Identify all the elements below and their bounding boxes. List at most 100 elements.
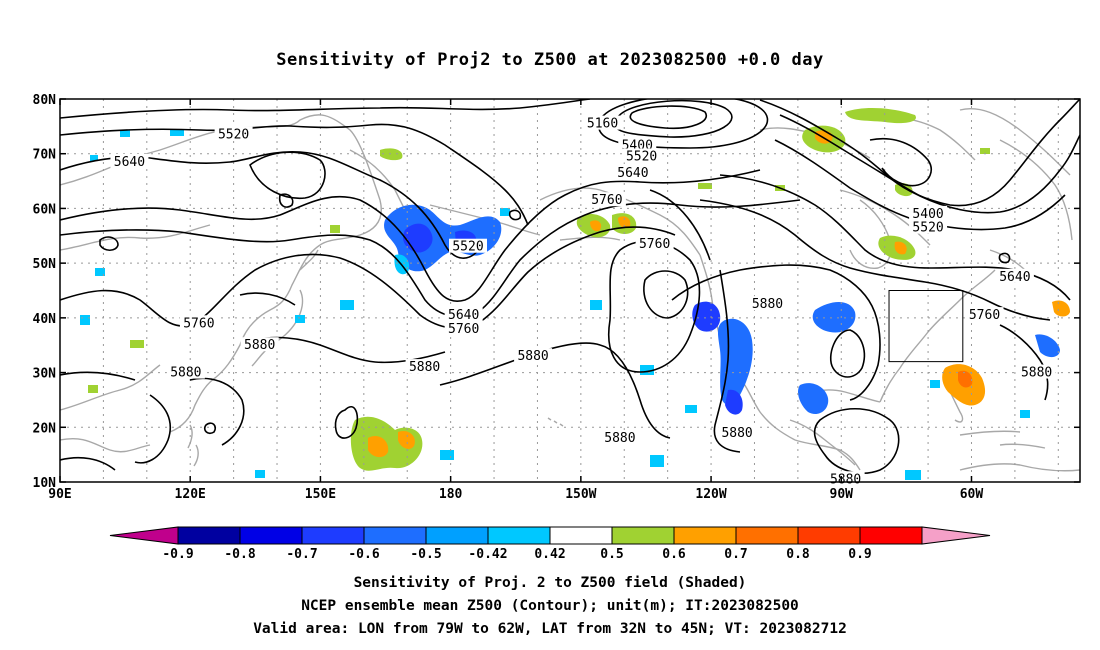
lat-tick-label: 50N: [33, 257, 57, 272]
contour-label: 5640: [448, 308, 479, 323]
lon-tick-label: 180: [439, 487, 463, 502]
colorbar-label: -0.42: [468, 547, 507, 562]
contour-label: 5880: [721, 426, 752, 441]
contour-label: 5520: [452, 240, 483, 255]
contour-label: 5880: [244, 338, 275, 353]
contour-label: 5520: [626, 149, 657, 164]
contour-label: 5760: [969, 308, 1000, 323]
contour-label: 5640: [999, 270, 1030, 285]
contour-label-bg: [718, 424, 757, 439]
colorbar-label: 0.7: [724, 547, 747, 562]
lon-tick-label: 120E: [175, 487, 206, 502]
contour-label-bg: [240, 337, 279, 352]
contour-label: 5880: [752, 297, 783, 312]
caption-line-1: Sensitivity of Proj. 2 to Z500 field (Sh…: [353, 575, 747, 591]
contour-label-bg: [1017, 364, 1056, 379]
lat-tick-label: 10N: [33, 476, 57, 491]
contour-label-bg: [110, 153, 149, 168]
contour-label-bg: [600, 430, 639, 445]
lat-tick-label: 30N: [33, 367, 57, 382]
colorbar-label: 0.8: [786, 547, 810, 562]
lon-tick-label: 150E: [305, 487, 336, 502]
lat-tick-label: 40N: [33, 312, 57, 327]
contour-label-bg: [909, 219, 948, 234]
contour-label: 5760: [183, 316, 214, 331]
colorbar-swatch: [239, 526, 303, 545]
longitude-labels: 90E 120E 150E 180 150W 120W 90W 60W: [48, 99, 983, 502]
contour-label: 5880: [604, 431, 635, 446]
lon-tick-label: 90W: [830, 487, 854, 502]
colorbar-swatch: [735, 526, 799, 545]
contour-labels: 5520564057605880588055205640576058805880…: [110, 115, 1056, 487]
lat-tick-label: 80N: [33, 93, 57, 108]
contour-label: 5640: [617, 166, 648, 181]
lon-tick-label: 60W: [960, 487, 984, 502]
colorbar-swatch: [363, 526, 427, 545]
sensitivity-shading: [80, 108, 1070, 480]
colorbar-swatch: [301, 526, 365, 545]
latitude-labels: 80N 70N 60N 50N 40N 30N 20N 10N: [33, 93, 1080, 491]
contour-label: 5880: [409, 360, 440, 375]
colorbar-low-triangle: [109, 526, 179, 545]
contour-label: 5640: [114, 155, 145, 170]
map-frame: [59, 98, 1081, 483]
colorbar-label: -0.7: [286, 547, 317, 562]
contour-label-bg: [214, 126, 253, 141]
contour-label-bg: [635, 235, 674, 250]
z500-contours: [60, 99, 1080, 474]
colorbar-label: 0.42: [534, 547, 565, 562]
contour-label: 5400: [912, 207, 943, 222]
contour-label-bg: [587, 192, 626, 207]
contour-label-bg: [179, 315, 218, 330]
contour-label-bg: [995, 268, 1034, 283]
colorbar-swatch: [425, 526, 489, 545]
contour-label: 5520: [912, 221, 943, 236]
colorbar-label: 0.5: [600, 547, 623, 562]
lat-tick-label: 60N: [33, 202, 57, 217]
contour-label-bg: [613, 164, 652, 179]
colorbar-label: -0.8: [224, 547, 255, 562]
contour-label: 5760: [591, 193, 622, 208]
contour-label: 5880: [170, 366, 201, 381]
colorbar-swatch: [487, 526, 551, 545]
contour-label-bg: [405, 359, 444, 374]
contour-label-bg: [583, 115, 622, 130]
contour-label-bg: [909, 205, 948, 220]
colorbar: -0.9 -0.8 -0.7 -0.6 -0.5 -0.42 0.42 0.5 0.6 0.7 0.…: [109, 526, 991, 562]
lat-tick-label: 20N: [33, 421, 57, 436]
contour-label-bg: [618, 137, 657, 152]
colorbar-swatch: [797, 526, 861, 545]
contour-label: 5760: [639, 237, 670, 252]
colorbar-label: 0.9: [848, 547, 871, 562]
colorbar-label: -0.6: [348, 547, 379, 562]
contour-label-bg: [748, 296, 787, 311]
caption-line-3: Valid area: LON from 79W to 62W, LAT fro…: [253, 621, 847, 637]
colorbar-swatch: [549, 526, 613, 545]
colorbar-label: 0.6: [662, 547, 686, 562]
contour-label-bg: [166, 364, 205, 379]
map-title: Sensitivity of Proj2 to Z500 at 20230825…: [276, 50, 824, 70]
caption-line-2: NCEP ensemble mean Z500 (Contour); unit(…: [301, 598, 799, 614]
contour-label: 5880: [1021, 366, 1052, 381]
contour-label: 5160: [587, 117, 618, 132]
colorbar-swatch: [611, 526, 675, 545]
lat-tick-label: 70N: [33, 148, 57, 163]
colorbar-swatch: [673, 526, 737, 545]
contour-label-bg: [449, 238, 487, 253]
lon-tick-label: 150W: [565, 487, 596, 502]
valid-area-box: [888, 290, 964, 363]
colorbar-label: -0.5: [410, 547, 441, 562]
contour-label: 5520: [218, 128, 249, 143]
contour-label: 5760: [448, 322, 479, 337]
contour-label: 5880: [830, 472, 861, 487]
contour-label-bg: [444, 320, 483, 335]
map-grid: [60, 99, 1080, 482]
lon-tick-label: 90E: [48, 487, 71, 502]
contour-label-bg: [444, 307, 483, 322]
contour-label-bg: [965, 307, 1004, 322]
contour-label-bg: [622, 148, 661, 163]
contour-label: 5880: [517, 349, 548, 364]
colorbar-high-triangle: [921, 526, 991, 545]
colorbar-label: -0.9: [162, 547, 193, 562]
